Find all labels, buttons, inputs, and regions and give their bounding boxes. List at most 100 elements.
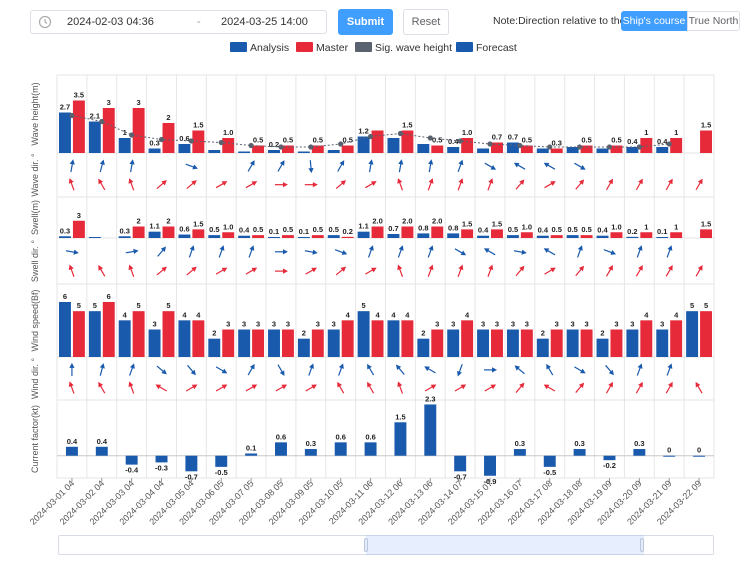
legend-swatch-1 (296, 42, 313, 52)
wind_speed-master-label: 4 (196, 310, 201, 319)
reset-button[interactable]: Reset (403, 9, 449, 35)
true-north-option[interactable]: True North (687, 11, 740, 31)
swell_dir-master-arrow-head (98, 265, 104, 271)
current-label: 0 (697, 446, 701, 455)
swell_dir-master-arrow (544, 267, 556, 275)
current-bar (304, 449, 317, 456)
wind_dir-analysis-arrow-head (395, 364, 402, 371)
current-bar (125, 455, 138, 465)
wave_dir-master-arrow-head (371, 181, 377, 186)
current-label: -0.7 (454, 472, 467, 481)
wave_dir-analysis-arrow-head (580, 164, 586, 170)
current-bar (573, 449, 586, 456)
current-bar (394, 422, 407, 456)
wind_dir-analysis-arrow-head (580, 368, 586, 374)
wind_dir-master-arrow (575, 382, 585, 393)
current-bar (334, 442, 347, 456)
wind_dir-master-arrow (665, 381, 673, 394)
swell-master-label: 0.5 (581, 225, 591, 234)
swell-analysis-bar (238, 235, 251, 238)
wave_dir-analysis-arrow (574, 162, 586, 170)
swell-master-label: 2.0 (432, 217, 442, 226)
wave_dir-master-arrow (695, 178, 703, 191)
wave_dir-master-arrow-head (128, 178, 134, 184)
wind_speed-master-bar (341, 320, 354, 357)
swell-analysis-bar (447, 233, 460, 238)
date-range-picker[interactable]: 2024-02-03 04:36 - 2024-03-25 14:00 (30, 10, 327, 34)
swell_dir-master-arrow-head (667, 265, 673, 271)
wind_speed-master-label: 3 (614, 320, 618, 329)
wind_speed-analysis-label: 3 (511, 320, 515, 329)
swell-master-label: 2 (166, 217, 170, 226)
toolbar: 2024-02-03 04:36 - 2024-03-25 14:00 Subm… (0, 0, 751, 40)
swell-master-label: 1.0 (223, 222, 233, 231)
swell_dir-master-arrow-head (221, 267, 228, 273)
zoom-slider-track[interactable] (58, 535, 714, 555)
zoom-slider-left-handle[interactable] (364, 538, 368, 552)
wind_speed-master-label: 4 (346, 310, 351, 319)
ships-course-option[interactable]: Ship's course (621, 11, 687, 31)
wave_height-master-bar (401, 130, 414, 153)
wind_speed-master-label: 4 (465, 310, 470, 319)
swell_dir-analysis-arrow (157, 246, 167, 257)
swell-analysis-label: 0.4 (478, 226, 489, 235)
swell_dir-master-arrow-head (578, 265, 585, 272)
current-label: 0.6 (335, 432, 345, 441)
wind_dir-master-arrow (484, 384, 497, 392)
swell-master-bar (431, 226, 444, 238)
wind_dir-analysis-arrow (69, 362, 75, 376)
legend-swatch-3 (456, 42, 473, 52)
zoom-slider-selection[interactable] (366, 535, 644, 555)
wave_dir-master-arrow (186, 180, 197, 189)
swell_dir-analysis-arrow (666, 245, 673, 258)
current-bar (65, 446, 78, 456)
wind_speed-analysis-bar (357, 311, 370, 357)
wave_dir-master-arrow-head (161, 180, 167, 186)
sig-wave-point (129, 132, 135, 138)
swell-master-label: 2.0 (372, 217, 382, 226)
swell_dir-master-arrow-head (550, 267, 556, 273)
wave_height-master-bar (311, 145, 324, 153)
wave_dir-analysis-arrow-head (428, 159, 434, 165)
zoom-slider-right-handle[interactable] (640, 538, 644, 552)
wind_dir-master-arrow (128, 381, 135, 394)
swell_dir-analysis-arrow-head (521, 249, 527, 255)
swell_dir-master-arrow-head (371, 267, 377, 273)
wind_speed-master-bar (371, 320, 384, 357)
wave_height-analysis-bar (596, 148, 609, 153)
wind_speed-master-bar (162, 311, 175, 357)
wave_dir-analysis-arrow (99, 159, 105, 173)
wind_speed-analysis-bar (88, 311, 101, 357)
swell-analysis-bar (357, 231, 370, 238)
swell_dir-analysis-arrow (603, 249, 617, 255)
wave_height-master-label: 1.0 (462, 128, 472, 137)
wave_dir-analysis-arrow-head (490, 164, 497, 170)
start-date-input[interactable]: 2024-02-03 04:36 (67, 16, 154, 28)
wave_height-master-bar (222, 138, 235, 153)
wind_dir-analysis-arrow (247, 363, 255, 376)
swell-master-label: 1.0 (611, 222, 621, 231)
swell_dir-master-arrow (128, 264, 135, 277)
wave_height-master-label: 0.7 (492, 133, 502, 142)
wave_height-analysis-label: 0.4 (657, 137, 668, 146)
wave_dir-master-arrow-head (282, 182, 288, 188)
wind_dir-analysis-arrow-head (637, 363, 643, 369)
swell_dir-analysis-arrow-head (189, 245, 195, 251)
wind_dir-analysis-arrow-head (608, 369, 614, 376)
wind_speed-master-bar (192, 320, 205, 357)
current-bar (95, 446, 108, 456)
swell_dir-analysis-arrow-head (341, 250, 348, 255)
swell-master-label: 3 (77, 211, 81, 220)
swell-master-bar (371, 226, 384, 238)
wind_speed-analysis-label: 2 (600, 329, 604, 338)
wave_dir-master-arrow (335, 180, 347, 189)
end-date-input[interactable]: 2024-03-25 14:00 (221, 16, 308, 28)
wave_height-master-bar (461, 138, 474, 153)
wind_speed-analysis-label: 3 (152, 320, 156, 329)
swell-analysis-bar (536, 235, 549, 238)
legend-label-1: Master (316, 42, 349, 54)
submit-button[interactable]: Submit (338, 9, 393, 35)
wave_height-master-label: 0.5 (611, 136, 621, 145)
sig-wave-point (517, 142, 523, 149)
swell-master-bar (610, 232, 623, 238)
